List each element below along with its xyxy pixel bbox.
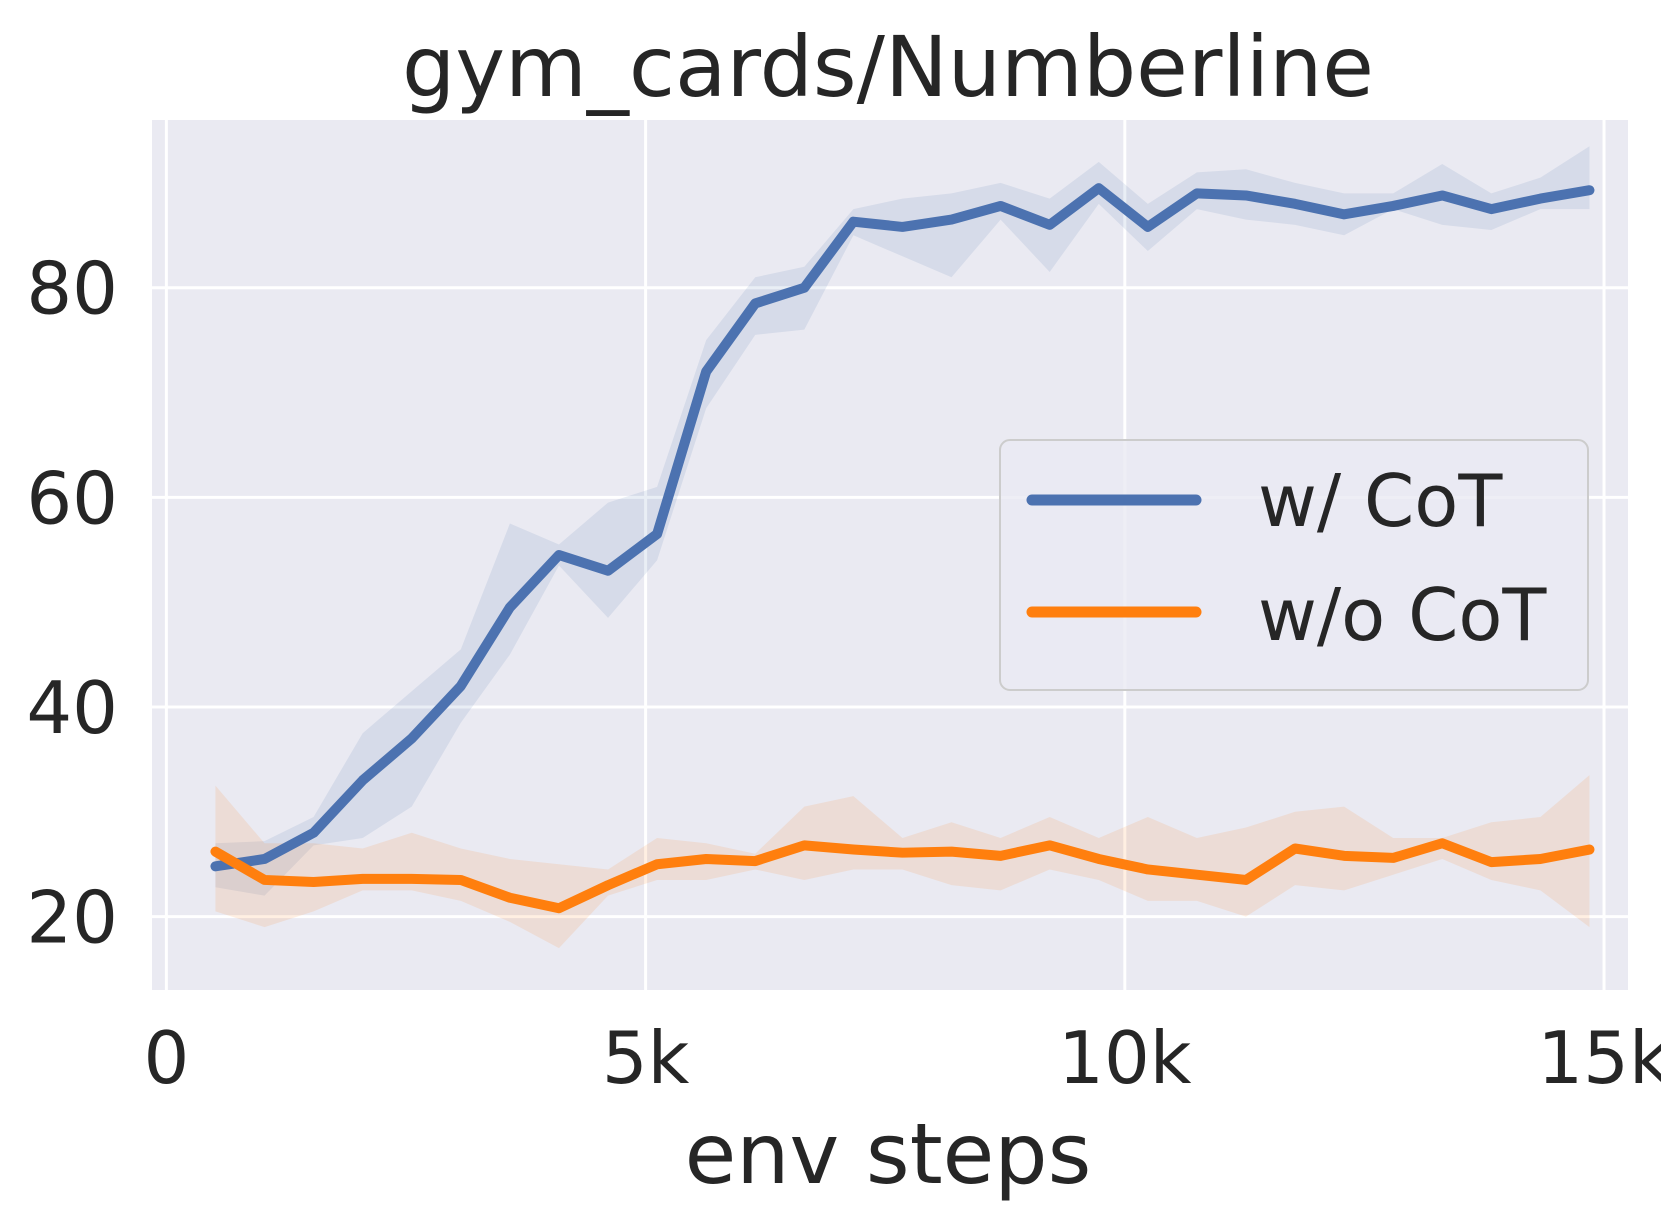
x-axis-label: env steps [685,1105,1092,1203]
y-tick-label: 40 [26,666,118,750]
y-tick-labels: 20 40 60 80 [26,247,118,960]
y-tick-label: 60 [26,456,118,540]
x-tick-labels: 0 5k 10k 15k [143,1016,1661,1100]
confidence-band-w-cot [215,146,1590,896]
x-tick-label: 5k [602,1016,690,1100]
series-line-w-cot [210,183,1595,872]
y-tick-label: 80 [26,247,118,331]
chart-title: gym_cards/Numberline [402,18,1374,116]
legend-label-wo-cot: w/o CoT [1258,573,1547,657]
series-line-w-o-cot [210,838,1595,914]
series-lines [210,183,1595,914]
x-tick-label: 0 [143,1016,189,1100]
x-tick-label: 15k [1537,1016,1661,1100]
legend-label-w-cot: w/ CoT [1258,459,1503,543]
x-tick-label: 10k [1058,1016,1192,1100]
legend: w/ CoT w/o CoT [999,439,1589,691]
y-tick-label: 20 [26,876,118,960]
